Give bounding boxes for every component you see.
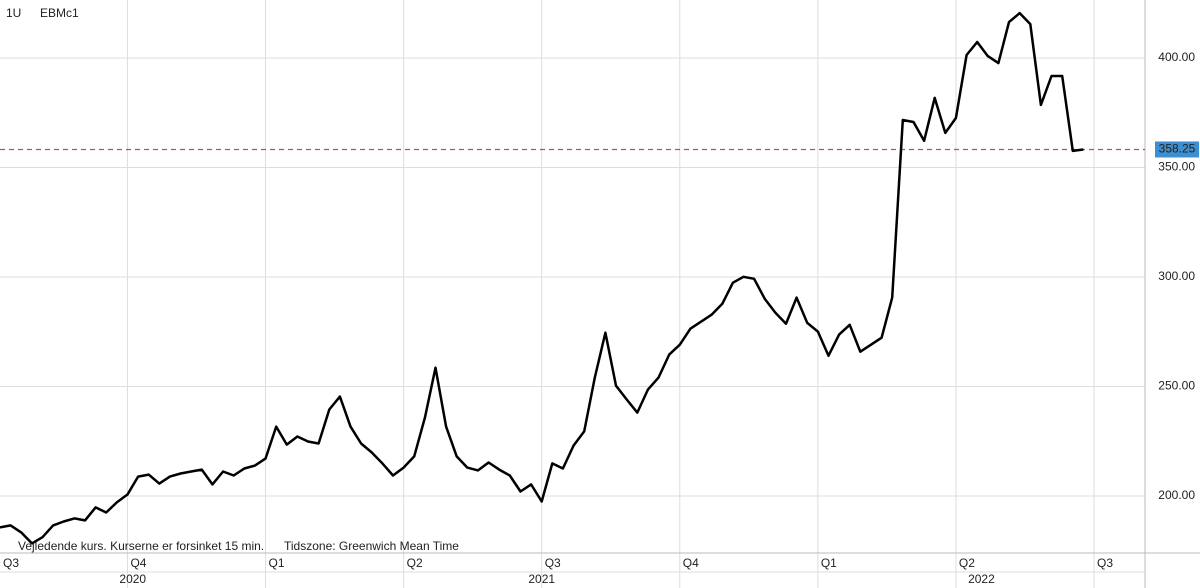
footnote: Tidszone: Greenwich Mean Time <box>284 539 459 553</box>
x-tick-label: Q1 <box>821 556 837 570</box>
year-label: 2022 <box>968 572 995 586</box>
y-tick-label: 400.00 <box>1158 50 1195 64</box>
x-tick-label: Q4 <box>683 556 699 570</box>
x-tick-label: Q4 <box>130 556 146 570</box>
x-tick-label: Q3 <box>1097 556 1113 570</box>
y-tick-label: 250.00 <box>1158 379 1195 393</box>
x-tick-label: Q2 <box>407 556 423 570</box>
y-tick-label: 200.00 <box>1158 488 1195 502</box>
year-label: 2020 <box>119 572 146 586</box>
footnote: Vejledende kurs. Kurserne er forsinket 1… <box>18 539 264 553</box>
year-label: 2021 <box>528 572 555 586</box>
header-label: EBMc1 <box>40 6 79 20</box>
y-tick-label: 300.00 <box>1158 269 1195 283</box>
last-value-label: 358.25 <box>1159 142 1196 156</box>
header-label: 1U <box>6 6 21 20</box>
x-tick-label: Q3 <box>3 556 19 570</box>
last-value-box <box>1155 141 1199 158</box>
x-tick-label: Q2 <box>959 556 975 570</box>
x-tick-label: Q3 <box>545 556 561 570</box>
x-tick-label: Q1 <box>269 556 285 570</box>
y-tick-label: 350.00 <box>1158 160 1195 174</box>
price-line <box>0 11 1084 545</box>
